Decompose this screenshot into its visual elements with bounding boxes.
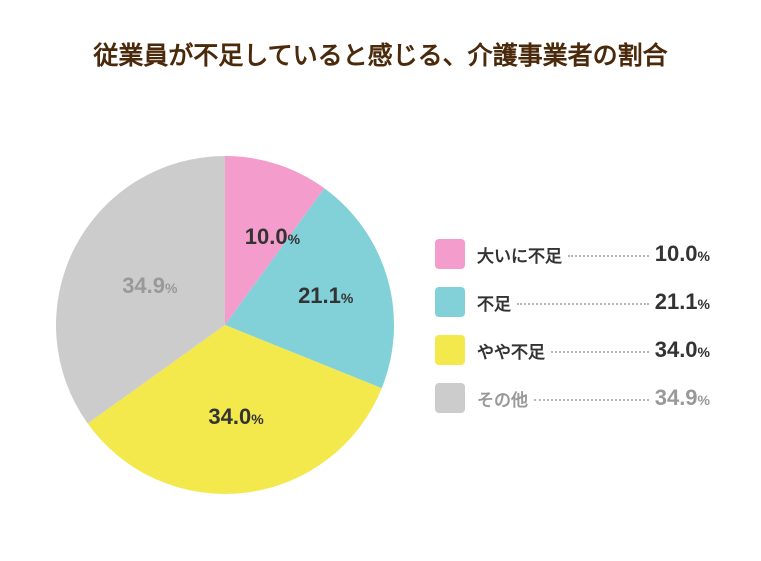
legend-item: 大いに不足 10.0% [435,238,710,270]
legend-swatch [435,287,465,317]
legend-value: 34.9% [654,385,710,410]
pie-slice [225,188,395,389]
unit: % [165,280,178,297]
legend-swatch [435,239,465,269]
slice-value: 10.0 [244,224,288,250]
legend-item: その他 34.9% [435,382,710,414]
legend-label: 不足 [477,294,511,315]
chart-title: 従業員が不足していると感じる、介護事業者の割合 [93,41,668,70]
legend-item: 不足 21.1% [435,286,710,318]
slice-label: 34.0% [208,404,263,430]
leader-dots [551,351,649,353]
slice-value: 21.1 [298,283,341,309]
slice-label: 34.9% [122,273,177,299]
legend-label: その他 [477,390,528,411]
legend-swatch [435,383,465,413]
legend-item: やや不足 34.0% [435,334,710,366]
pie-slice [55,156,225,424]
leader-dots [568,255,649,257]
leader-dots [517,303,649,305]
legend-value: 10.0% [654,241,710,266]
legend-label: 大いに不足 [477,246,562,267]
slice-label: 10.0% [245,224,300,250]
legend-value: 21.1% [654,289,710,314]
slice-value: 34.0 [208,404,252,430]
slice-value: 34.9 [122,273,166,299]
pie-slice [225,156,325,325]
slice-label: 21.1% [298,283,353,309]
legend-value: 34.0% [654,337,710,362]
legend-label: やや不足 [477,342,545,363]
legend-swatch [435,335,465,365]
unit: % [251,411,264,428]
unit: % [287,231,301,248]
leader-dots [534,399,649,401]
unit: % [340,290,354,307]
pie-slice [87,325,382,495]
